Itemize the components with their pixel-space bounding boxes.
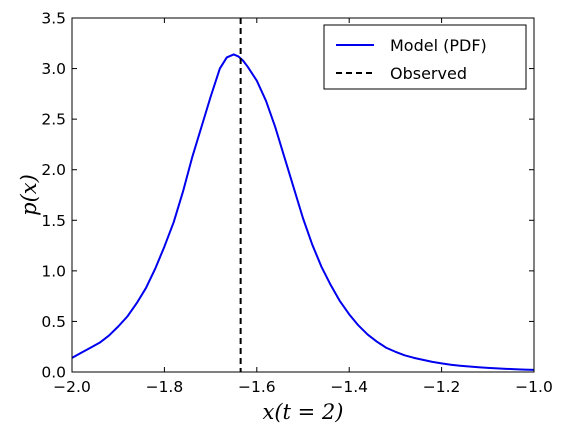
y-tick-label: 3.0	[41, 60, 66, 78]
x-tick-label: −1.8	[146, 378, 184, 396]
y-axis-label: p(x)	[17, 174, 41, 216]
legend: Model (PDF) Observed	[324, 25, 526, 89]
x-tick-label: −1.4	[330, 378, 368, 396]
x-tick-label: −1.0	[515, 378, 553, 396]
y-tick-label: 1.5	[41, 212, 66, 230]
y-tick-label: 0.5	[41, 313, 66, 331]
x-tick-label: −1.2	[423, 378, 461, 396]
y-tick-label: 3.5	[41, 10, 66, 28]
x-axis-label: x(t = 2)	[263, 400, 344, 424]
y-tick-label: 2.5	[41, 111, 66, 129]
legend-label-observed: Observed	[390, 64, 467, 83]
x-tick-label: −1.6	[238, 378, 276, 396]
legend-label-model: Model (PDF)	[390, 36, 487, 55]
y-tick-label: 2.0	[41, 161, 66, 179]
y-tick-label: 0.0	[41, 364, 66, 382]
y-tick-label: 1.0	[41, 262, 66, 280]
